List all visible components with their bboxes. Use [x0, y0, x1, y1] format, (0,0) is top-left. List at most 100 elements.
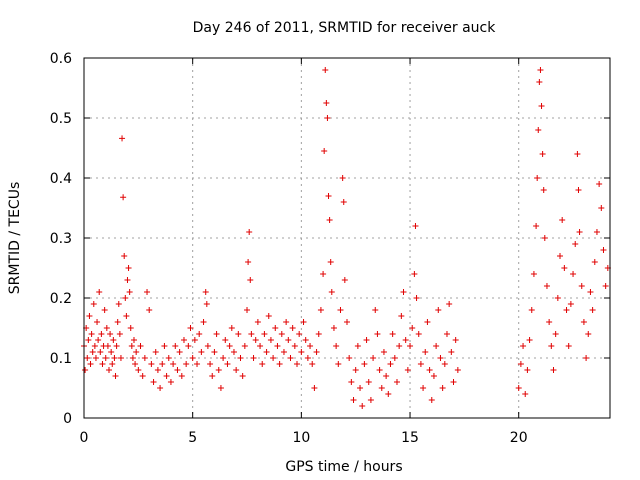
data-point: [261, 331, 268, 337]
data-point: [574, 151, 581, 157]
data-point: [596, 181, 603, 187]
data-point: [536, 79, 543, 85]
data-point: [94, 319, 101, 325]
data-point: [376, 367, 383, 373]
data-point: [533, 223, 540, 229]
data-point: [287, 355, 294, 361]
data-point: [450, 379, 457, 385]
data-point: [104, 343, 111, 349]
data-point: [265, 313, 272, 319]
x-tick-label: 20: [510, 430, 528, 446]
data-point: [538, 103, 545, 109]
data-point: [132, 361, 139, 367]
data-point: [196, 331, 203, 337]
data-point: [89, 349, 96, 355]
data-point: [335, 361, 342, 367]
data-point: [230, 349, 237, 355]
data-point: [163, 373, 170, 379]
data-point: [361, 361, 368, 367]
data-point: [203, 301, 210, 307]
data-point: [328, 289, 335, 295]
y-axis-label: SRMTID / TECUs: [7, 182, 23, 295]
data-point: [346, 355, 353, 361]
data-point: [530, 271, 537, 277]
data-point: [320, 271, 327, 277]
data-point: [300, 319, 307, 325]
data-point: [543, 283, 550, 289]
data-point: [589, 307, 596, 313]
data-point: [180, 337, 187, 343]
x-tick-label: 10: [292, 430, 310, 446]
data-point: [317, 307, 324, 313]
data-point: [159, 361, 166, 367]
data-point: [128, 343, 135, 349]
data-point: [327, 259, 334, 265]
data-point: [517, 361, 524, 367]
data-point: [326, 217, 333, 223]
data-point: [298, 349, 305, 355]
data-point: [576, 229, 583, 235]
data-point: [247, 277, 254, 283]
data-point: [515, 385, 522, 391]
data-point: [91, 343, 98, 349]
data-point: [339, 175, 346, 181]
data-point: [124, 277, 131, 283]
data-point: [411, 271, 418, 277]
y-tick-label: 0: [63, 411, 72, 427]
data-point: [280, 349, 287, 355]
data-point: [165, 355, 172, 361]
data-point: [278, 331, 285, 337]
data-point: [572, 241, 579, 247]
data-point: [307, 343, 314, 349]
data-point: [557, 253, 564, 259]
data-point: [85, 337, 92, 343]
data-point: [82, 367, 89, 373]
data-point: [152, 349, 159, 355]
data-point: [194, 361, 201, 367]
data-point: [96, 289, 103, 295]
data-point: [570, 271, 577, 277]
data-point: [454, 367, 461, 373]
data-point: [148, 361, 155, 367]
data-point: [185, 343, 192, 349]
data-point: [226, 343, 233, 349]
data-point: [400, 289, 407, 295]
data-point: [554, 295, 561, 301]
data-point: [217, 385, 224, 391]
data-point: [291, 343, 298, 349]
data-point: [84, 355, 91, 361]
data-point: [150, 379, 157, 385]
axis-ticks: 0 5 10 15 20 0 0.1 0.2 0.3 0.4 0.5 0.6: [50, 51, 610, 446]
data-point: [370, 355, 377, 361]
x-tick-label: 0: [80, 430, 89, 446]
data-point: [313, 349, 320, 355]
data-point: [324, 115, 331, 121]
data-point: [552, 331, 559, 337]
data-point: [259, 361, 266, 367]
data-point: [285, 337, 292, 343]
y-tick-label: 0.4: [50, 171, 72, 187]
data-point: [559, 217, 566, 223]
data-point: [413, 295, 420, 301]
data-point: [144, 289, 151, 295]
data-point: [404, 367, 411, 373]
data-point: [200, 319, 207, 325]
data-point: [113, 343, 120, 349]
data-point: [108, 349, 115, 355]
data-point: [176, 349, 183, 355]
data-point: [129, 355, 136, 361]
y-tick-label: 0.3: [50, 231, 72, 247]
data-point: [424, 319, 431, 325]
data-point: [546, 319, 553, 325]
data-point: [109, 361, 116, 367]
data-point: [398, 313, 405, 319]
data-point: [213, 331, 220, 337]
data-point: [115, 301, 122, 307]
data-point: [120, 194, 127, 201]
data-point: [87, 361, 94, 367]
data-point: [111, 355, 118, 361]
data-point: [244, 307, 251, 313]
data-point: [237, 355, 244, 361]
data-point: [448, 349, 455, 355]
data-point: [565, 343, 572, 349]
